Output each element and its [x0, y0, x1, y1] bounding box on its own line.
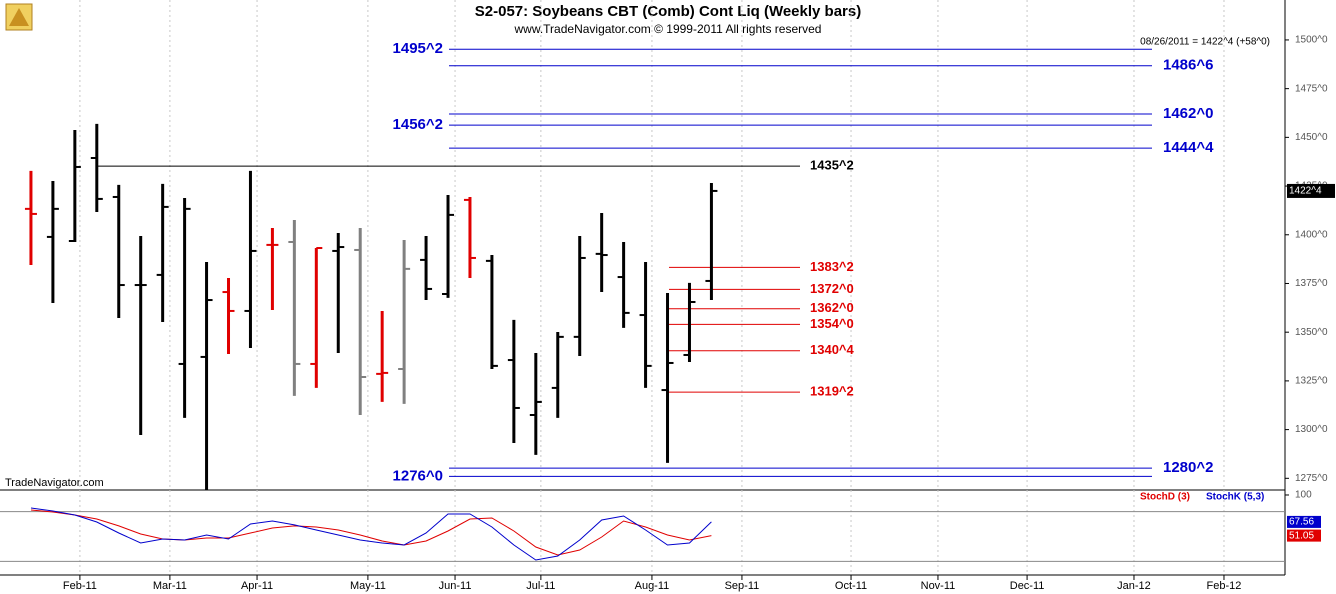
ohlc-bar [68, 129, 81, 243]
subtitle: www.TradeNavigator.com © 1999-2011 All r… [514, 22, 822, 36]
ohlc-bar [46, 180, 59, 303]
ohlc-bar [222, 278, 235, 355]
ohlc-bar [551, 331, 564, 418]
x-tick-label: Jul-11 [526, 580, 555, 592]
logo [5, 3, 33, 31]
last-price-box [1287, 183, 1335, 198]
stoch-line [30, 507, 712, 561]
x-tick-label: Mar-11 [153, 580, 187, 592]
level-label: 1276^0 [393, 467, 443, 484]
y-tick-label: 1350^0 [1295, 327, 1328, 338]
x-tick-label: Sep-11 [725, 580, 760, 592]
y-tick-label: 1400^0 [1295, 229, 1328, 240]
ohlc-bar [200, 262, 213, 490]
y-tick-label: 1475^0 [1295, 83, 1328, 94]
x-tick-label: Oct-11 [835, 580, 867, 592]
level-label: 1462^0 [1163, 105, 1213, 122]
ohlc-bar [705, 182, 718, 301]
level-label: 1362^0 [810, 300, 854, 315]
stoch-value-label: 51.05 [1289, 530, 1314, 541]
ohlc-bar [529, 353, 542, 455]
stoch-value-box [1287, 529, 1321, 542]
level-label: 1495^2 [393, 40, 443, 57]
ohlc-bar [354, 227, 367, 415]
stoch-line [30, 509, 712, 556]
legend-entry: StochD (3) [1140, 492, 1190, 503]
x-tick-label: Jan-12 [1117, 580, 1151, 592]
ohlc-bar [332, 233, 345, 354]
ohlc-bar [683, 282, 696, 362]
stoch-tick-label: 100 [1295, 490, 1312, 501]
ohlc-bar [90, 123, 103, 212]
ohlc-bar [134, 235, 147, 436]
ohlc-bar [310, 247, 323, 388]
level-label: 1486^6 [1163, 57, 1213, 74]
legend-entry: StochK (5,3) [1206, 492, 1264, 503]
ohlc-bar [617, 241, 630, 328]
ohlc-bar [178, 197, 191, 418]
y-tick-label: 1450^0 [1295, 132, 1328, 143]
level-label: 1456^2 [393, 116, 443, 133]
watermark: TradeNavigator.com [5, 477, 104, 489]
ohlc-bar [288, 219, 301, 396]
ohlc-bar [639, 262, 652, 388]
level-label: 1319^2 [810, 384, 854, 399]
x-tick-label: Dec-11 [1010, 580, 1045, 592]
x-tick-label: Feb-11 [63, 580, 97, 592]
x-tick-label: Feb-12 [1207, 580, 1242, 592]
y-tick-label: 1300^0 [1295, 424, 1328, 435]
ohlc-bar [398, 240, 411, 404]
ohlc-bar [442, 195, 455, 298]
chart-title: S2-057: Soybeans CBT (Comb) Cont Liq (We… [475, 3, 861, 20]
y-tick-label: 1375^0 [1295, 278, 1328, 289]
ohlc-bar [112, 184, 125, 318]
ohlc-bar [573, 235, 586, 356]
ohlc-bar [463, 196, 476, 279]
y-tick-label: 1325^0 [1295, 376, 1328, 387]
y-tick-label: 1275^0 [1295, 473, 1328, 484]
level-label: 1444^4 [1163, 139, 1214, 156]
level-label: 1383^2 [810, 259, 854, 274]
ohlc-bar [24, 170, 37, 265]
stoch-value-label: 67.56 [1289, 517, 1314, 528]
ohlc-bar [420, 235, 433, 301]
x-tick-label: Jun-11 [439, 580, 472, 592]
level-label: 1280^2 [1163, 459, 1213, 476]
ohlc-bar [661, 293, 674, 463]
y-tick-label: 1500^0 [1295, 35, 1328, 46]
ohlc-bar [485, 255, 498, 370]
ohlc-bar [266, 227, 279, 310]
level-label: 1435^2 [810, 158, 854, 173]
last-price-label: 1422^4 [1289, 186, 1322, 197]
x-tick-label: Nov-11 [921, 580, 956, 592]
level-label: 1372^0 [810, 281, 854, 296]
x-tick-label: Apr-11 [241, 580, 273, 592]
level-label: 1340^4 [810, 342, 855, 357]
level-label: 1354^0 [810, 316, 854, 331]
ohlc-bar [595, 212, 608, 293]
x-tick-label: May-11 [350, 580, 386, 592]
ohlc-bar [156, 183, 169, 323]
ohlc-bar [507, 319, 520, 444]
stoch-value-box [1287, 515, 1321, 528]
quote-header: 08/26/2011 = 1422^4 (+58^0) [1140, 37, 1270, 48]
ohlc-bar [376, 310, 389, 402]
x-tick-label: Aug-11 [635, 580, 670, 592]
ohlc-bar [244, 170, 257, 348]
